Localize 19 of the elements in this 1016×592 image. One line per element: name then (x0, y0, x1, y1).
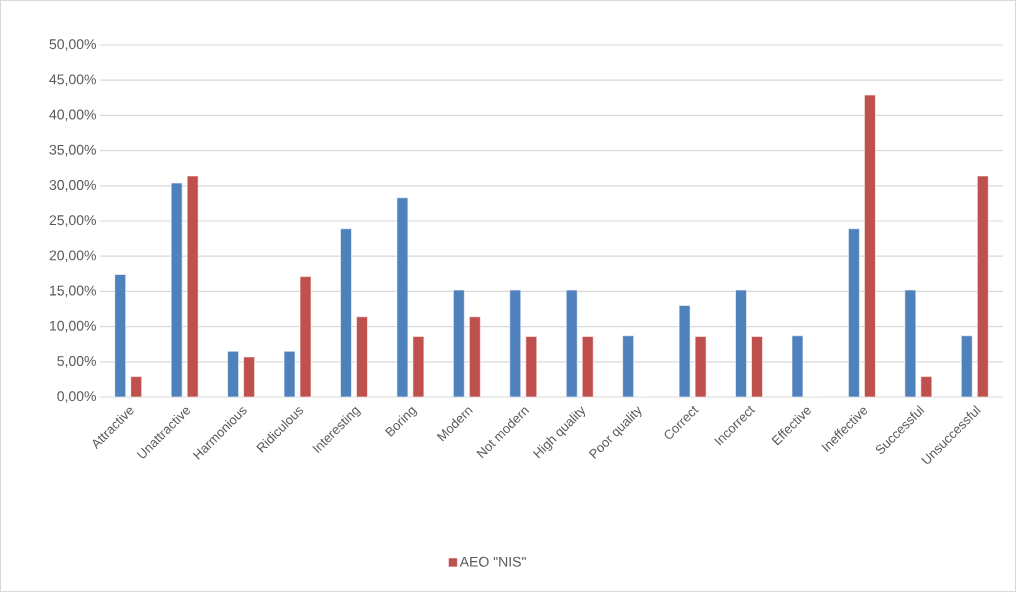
y-tick-label: 50,00% (49, 39, 96, 51)
bar (114, 274, 127, 397)
y-tick-label: 10,00% (50, 320, 96, 333)
y-tick-label: 20,00% (49, 250, 96, 262)
y-tick-label: 45,00% (49, 74, 96, 86)
y-tick-label: 40,00% (49, 109, 96, 122)
y-tick-label: 25,00% (49, 215, 96, 227)
bar (170, 182, 183, 397)
y-tick-label: 5,00% (57, 356, 96, 368)
bar (186, 175, 199, 397)
legend-label: AEO "NIS" (459, 556, 526, 567)
y-tick-label: 0,00% (57, 391, 96, 403)
bar (848, 228, 860, 397)
y-tick-label: 15,00% (50, 285, 96, 298)
bar (340, 228, 352, 397)
y-tick-label: 35,00% (49, 144, 96, 157)
bar (864, 94, 876, 397)
bar (976, 175, 989, 397)
y-tick-label: 30,00% (49, 180, 96, 192)
